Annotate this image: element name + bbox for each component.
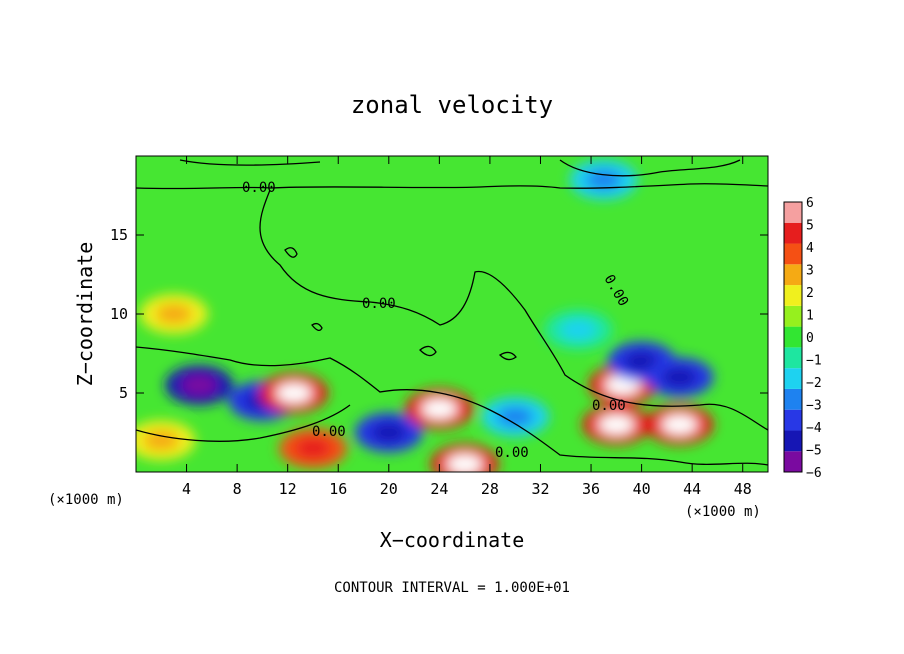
colorbar-label: −6 bbox=[806, 466, 822, 481]
colorbar-label: 4 bbox=[806, 241, 814, 256]
contour-label: 0.00 bbox=[362, 296, 396, 312]
zero-contour-loop-e bbox=[179, 159, 321, 166]
y-tick-label: 5 bbox=[119, 384, 128, 402]
x-tick-label: 28 bbox=[481, 480, 499, 498]
colorbar-swatch bbox=[784, 285, 802, 306]
x-tick-label: 32 bbox=[531, 480, 549, 498]
contour-label: 0.00 bbox=[312, 424, 346, 440]
field-feature-core bbox=[497, 406, 534, 427]
zero-contour-loop-a bbox=[284, 247, 298, 258]
plot-area: 0.00 0.00 0.00 0.00 0.00 0.00 bbox=[136, 156, 768, 472]
x-tick-label: 36 bbox=[582, 480, 600, 498]
colorbar-label: 2 bbox=[806, 286, 814, 301]
colorbar-label: −5 bbox=[806, 444, 822, 459]
field-feature-core bbox=[276, 383, 312, 403]
x-unit-left: (×1000 m) bbox=[48, 492, 124, 508]
x-unit-right: (×1000 m) bbox=[685, 504, 761, 520]
colorbar-swatch bbox=[784, 305, 802, 327]
colorbar-label: 3 bbox=[806, 264, 814, 279]
colorbar-swatch bbox=[784, 264, 802, 286]
colorbar-label: −2 bbox=[806, 376, 822, 391]
colorbar-label: −1 bbox=[806, 354, 822, 369]
x-tick-label: 20 bbox=[380, 480, 398, 498]
velocity-field bbox=[136, 159, 714, 472]
colorbar-swatch bbox=[784, 202, 802, 223]
zero-contour-loop-d bbox=[498, 351, 517, 361]
x-tick-label: 12 bbox=[279, 480, 297, 498]
field-feature-core bbox=[585, 169, 622, 190]
colorbar-swatch bbox=[784, 326, 802, 348]
colorbar-label: 5 bbox=[806, 219, 814, 234]
colorbar-swatch bbox=[784, 430, 802, 452]
field-feature-core bbox=[598, 414, 635, 435]
y-tick-label: 15 bbox=[110, 226, 128, 244]
x-tick-label: 44 bbox=[683, 480, 701, 498]
contour-label: 0.00 bbox=[592, 398, 626, 414]
field-feature-core bbox=[560, 319, 597, 340]
contour-label: 0.00 bbox=[242, 180, 276, 196]
field-feature-core bbox=[181, 375, 218, 396]
x-axis: 4 8 12 16 20 24 28 32 36 40 44 48 bbox=[182, 156, 752, 498]
x-tick-label: 24 bbox=[430, 480, 448, 498]
zero-contour-lower bbox=[136, 346, 768, 466]
zero-contours bbox=[136, 159, 768, 466]
x-tick-label: 16 bbox=[329, 480, 347, 498]
y-axis: 5 10 15 bbox=[110, 226, 768, 402]
zero-contour-upper bbox=[136, 183, 768, 190]
colorbar-swatch bbox=[784, 409, 802, 431]
field-feature-core bbox=[155, 304, 192, 324]
x-tick-label: 4 bbox=[182, 480, 191, 498]
field-feature-core bbox=[661, 414, 698, 435]
contour-labels: 0.00 0.00 0.00 0.00 0.00 0.00 bbox=[242, 180, 631, 461]
colorbar-swatch bbox=[784, 347, 802, 369]
zero-contour-loop-c bbox=[419, 345, 437, 357]
colorbar-swatch bbox=[784, 243, 802, 265]
zero-contour-loop-b bbox=[311, 322, 323, 332]
colorbar-swatch bbox=[784, 388, 802, 410]
colorbar-label: 6 bbox=[806, 196, 814, 211]
field-feature-core bbox=[661, 367, 698, 388]
zero-contour-mid bbox=[259, 189, 768, 431]
y-tick-label: 10 bbox=[110, 305, 128, 323]
field-feature-core bbox=[623, 351, 660, 372]
field-feature-core bbox=[421, 398, 458, 419]
x-tick-label: 8 bbox=[233, 480, 242, 498]
colorbar-label: 1 bbox=[806, 309, 814, 324]
colorbar-swatch bbox=[784, 222, 802, 244]
colorbar-frame bbox=[783, 201, 803, 473]
field-feature-core bbox=[294, 438, 331, 459]
zero-contour-left-low bbox=[136, 404, 351, 442]
contour-interval-footer: CONTOUR INTERVAL = 1.000E+01 bbox=[334, 580, 570, 596]
colorbar-label: −3 bbox=[806, 399, 822, 414]
field-feature-core bbox=[370, 422, 407, 443]
x-tick-label: 40 bbox=[633, 480, 651, 498]
colorbar: −6 −5 −4 −3 −2 −1 0 1 2 3 4 5 6 bbox=[783, 196, 822, 481]
y-axis-label: Z−coordinate bbox=[73, 242, 97, 387]
colorbar-swatch bbox=[784, 368, 802, 389]
field-feature-core bbox=[143, 430, 180, 451]
colorbar-label: 0 bbox=[806, 331, 814, 346]
x-axis-label: X−coordinate bbox=[380, 528, 525, 552]
chart-title: zonal velocity bbox=[351, 91, 553, 119]
contour-label: 0.00 bbox=[495, 445, 529, 461]
field-feature-core bbox=[446, 454, 483, 472]
zero-contour-loop-f bbox=[559, 159, 741, 177]
colorbar-swatch bbox=[784, 451, 802, 472]
x-tick-label: 48 bbox=[734, 480, 752, 498]
colorbar-label: −4 bbox=[806, 421, 822, 436]
